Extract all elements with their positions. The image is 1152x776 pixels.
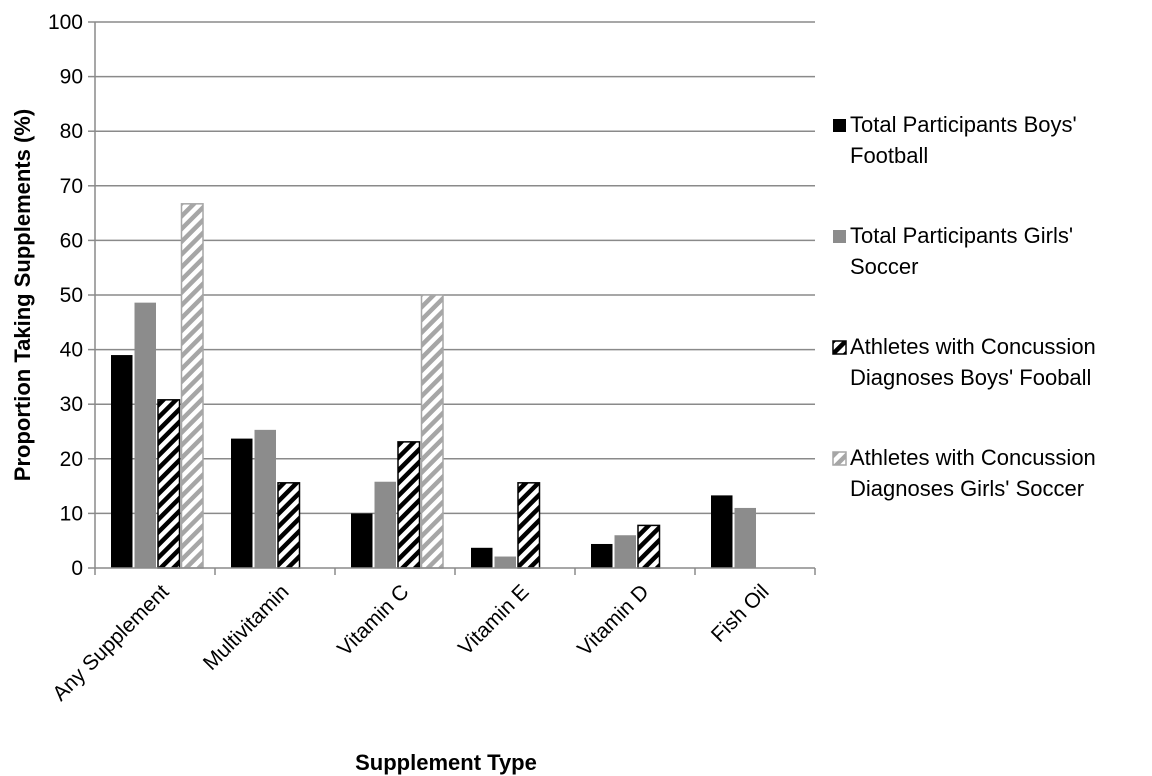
x-tick-label: Fish Oil — [707, 580, 774, 647]
bar-2-vitamin-d — [614, 535, 636, 568]
y-tick-label: 50 — [60, 284, 83, 307]
y-tick-label: 40 — [60, 339, 83, 362]
bar-3-any-supplement — [157, 399, 181, 569]
bar-4-any-supplement — [180, 203, 204, 569]
bar-2-multivitamin — [254, 429, 276, 568]
legend-swatch — [832, 340, 847, 355]
bar-3-vitamin-c — [397, 441, 421, 569]
y-tick-label: 100 — [48, 11, 83, 34]
y-tick-label: 60 — [60, 229, 83, 252]
legend: Total Participants Boys' Football Total Pa… — [832, 112, 1096, 501]
bar-2-fish-oil — [734, 507, 756, 568]
gridlines — [95, 21, 815, 515]
bar-3-vitamin-d — [637, 524, 661, 569]
x-axis-title: Supplement Type — [355, 750, 537, 775]
bar-1-any-supplement — [111, 355, 133, 568]
y-tick-label: 80 — [60, 120, 83, 143]
y-axis-title: Proportion Taking Supplements (%) — [10, 109, 35, 481]
y-tick-label: 10 — [60, 502, 83, 525]
bar-4-vitamin-c — [420, 294, 444, 569]
bar-1-vitamin-c — [351, 513, 373, 568]
legend-swatch — [832, 451, 847, 466]
y-tick-label: 70 — [60, 175, 83, 198]
y-tick-label: 30 — [60, 393, 83, 416]
bar-1-vitamin-e — [471, 547, 493, 568]
bar-1-fish-oil — [711, 495, 733, 568]
bar-1-vitamin-d — [591, 543, 613, 568]
x-tick-label: Any Supplement — [48, 580, 173, 705]
bars — [111, 203, 756, 569]
y-tick-label: 90 — [60, 66, 83, 89]
y-tick-label: 0 — [71, 557, 83, 580]
bar-1-multivitamin — [231, 438, 253, 568]
legend-label: Athletes with Concussion Diagnoses Boys' … — [850, 334, 1096, 390]
legend-label: Total Participants Girls' Soccer — [850, 223, 1073, 279]
bar-2-vitamin-c — [374, 481, 396, 568]
y-tick-label: 20 — [60, 448, 83, 471]
x-tick-label: Vitamin D — [573, 580, 653, 660]
x-tick-labels: Any Supplement Multivitamin Vitamin C Vitam… — [48, 580, 773, 705]
x-tick-label: Vitamin C — [333, 580, 413, 660]
bar-3-vitamin-e — [517, 482, 541, 569]
y-tick-labels: 0 10 20 30 40 50 60 70 80 90 100 — [48, 11, 83, 580]
legend-swatch — [833, 230, 846, 243]
bar-3-multivitamin — [277, 482, 301, 569]
legend-label: Athletes with Concussion Diagnoses Girls'… — [850, 445, 1096, 501]
legend-label: Total Participants Boys' Football — [850, 112, 1077, 168]
legend-swatch — [833, 119, 846, 132]
bar-2-vitamin-e — [494, 556, 516, 568]
bar-2-any-supplement — [134, 302, 156, 568]
x-tick-label: Vitamin E — [454, 580, 534, 660]
axes — [88, 21, 816, 575]
x-tick-label: Multivitamin — [199, 580, 294, 675]
